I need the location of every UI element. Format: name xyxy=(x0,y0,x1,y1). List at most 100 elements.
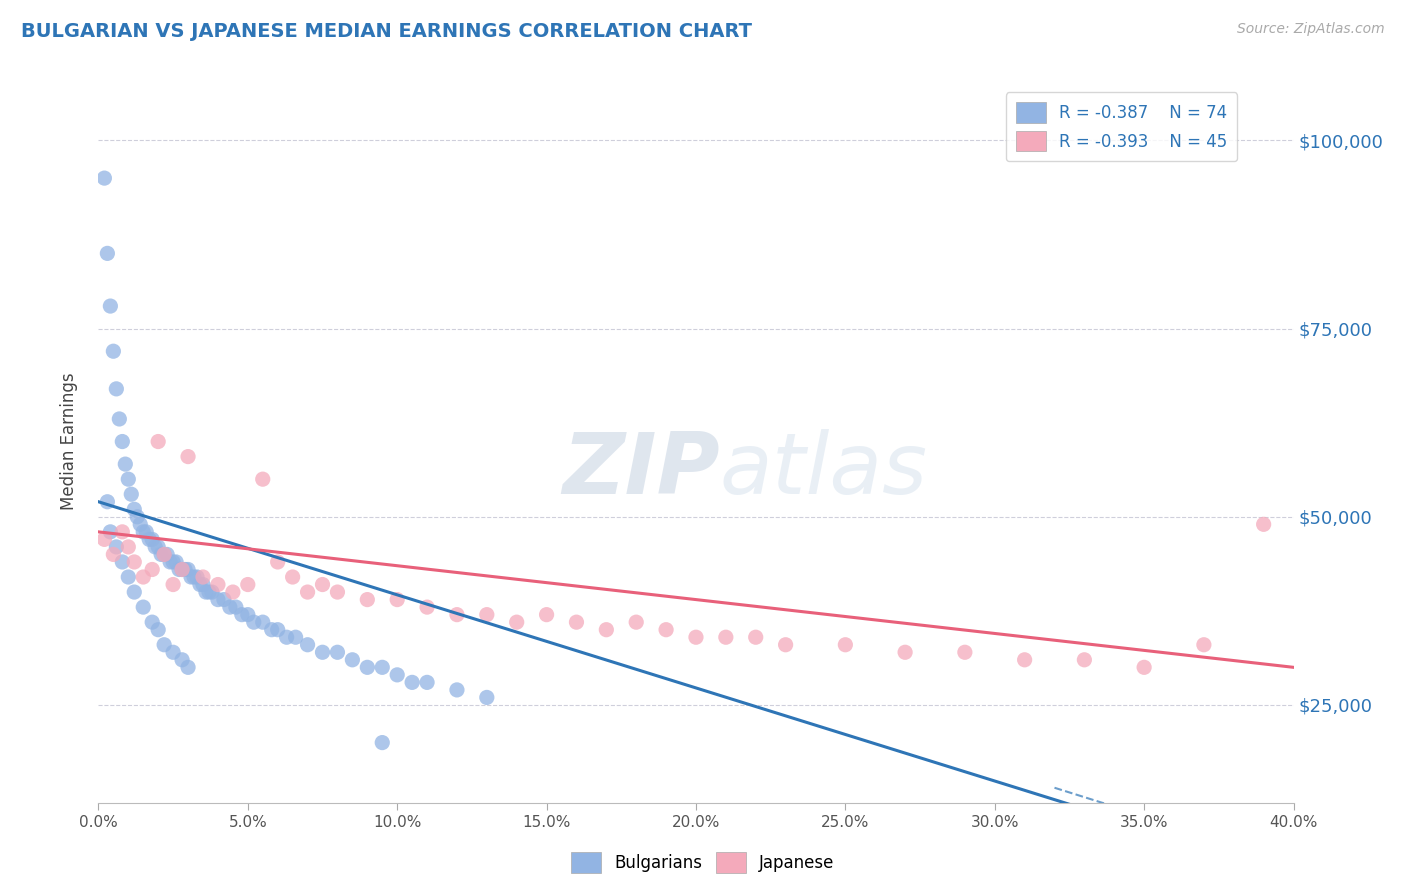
Point xyxy=(416,675,439,690)
Point xyxy=(172,562,194,576)
Point xyxy=(222,585,245,599)
Point xyxy=(252,615,274,630)
Point xyxy=(103,548,125,562)
Point xyxy=(162,577,184,591)
Point xyxy=(141,533,163,547)
Text: Source: ZipAtlas.com: Source: ZipAtlas.com xyxy=(1237,22,1385,37)
Point xyxy=(267,555,290,569)
Point xyxy=(1192,638,1215,652)
Point xyxy=(714,630,737,644)
Point xyxy=(117,540,139,554)
Point xyxy=(191,570,214,584)
Point xyxy=(188,577,211,591)
Point xyxy=(93,533,115,547)
Point xyxy=(191,577,214,591)
Point xyxy=(148,623,170,637)
Point xyxy=(371,735,394,749)
Point xyxy=(167,562,190,576)
Point xyxy=(124,555,146,569)
Point xyxy=(655,623,678,637)
Point xyxy=(475,690,498,705)
Point xyxy=(236,607,259,622)
Point xyxy=(297,585,319,599)
Point xyxy=(595,623,617,637)
Point xyxy=(103,344,125,359)
Point xyxy=(141,615,163,630)
Point xyxy=(356,660,378,674)
Point xyxy=(231,607,253,622)
Point xyxy=(132,570,155,584)
Point xyxy=(281,570,304,584)
Point xyxy=(183,570,205,584)
Point xyxy=(1253,517,1275,532)
Point xyxy=(129,517,152,532)
Point xyxy=(127,509,149,524)
Point xyxy=(953,645,976,659)
Point xyxy=(195,585,218,599)
Point xyxy=(775,638,797,652)
Point xyxy=(180,570,202,584)
Point xyxy=(1014,653,1036,667)
Point xyxy=(326,645,349,659)
Point xyxy=(284,630,307,644)
Point xyxy=(117,472,139,486)
Point xyxy=(212,592,235,607)
Point xyxy=(120,487,142,501)
Point xyxy=(207,577,229,591)
Point xyxy=(685,630,707,644)
Point xyxy=(475,607,498,622)
Point xyxy=(117,570,139,584)
Point xyxy=(111,524,134,539)
Point xyxy=(252,472,274,486)
Point xyxy=(148,434,170,449)
Text: atlas: atlas xyxy=(720,429,928,512)
Point xyxy=(172,562,194,576)
Point xyxy=(267,623,290,637)
Point xyxy=(225,600,247,615)
Point xyxy=(177,660,200,674)
Point xyxy=(98,524,122,539)
Point xyxy=(207,592,229,607)
Point xyxy=(506,615,529,630)
Point xyxy=(93,171,115,186)
Legend: R = -0.387    N = 74, R = -0.393    N = 45: R = -0.387 N = 74, R = -0.393 N = 45 xyxy=(1005,92,1237,161)
Point xyxy=(276,630,298,644)
Point xyxy=(98,299,122,313)
Point xyxy=(311,577,333,591)
Point xyxy=(201,585,224,599)
Point xyxy=(111,555,134,569)
Point xyxy=(311,645,333,659)
Point xyxy=(162,645,184,659)
Point xyxy=(172,653,194,667)
Point xyxy=(124,502,146,516)
Point xyxy=(162,555,184,569)
Point xyxy=(108,412,131,426)
Point xyxy=(536,607,558,622)
Point xyxy=(138,533,160,547)
Point xyxy=(416,600,439,615)
Point xyxy=(165,555,187,569)
Point xyxy=(105,382,128,396)
Point xyxy=(159,555,181,569)
Point xyxy=(153,548,176,562)
Y-axis label: Median Earnings: Median Earnings xyxy=(59,373,77,510)
Point xyxy=(219,600,242,615)
Point xyxy=(342,653,364,667)
Point xyxy=(446,607,468,622)
Point xyxy=(132,600,155,615)
Point xyxy=(141,562,163,576)
Point xyxy=(446,682,468,697)
Point xyxy=(1133,660,1156,674)
Point xyxy=(153,638,176,652)
Point xyxy=(156,548,179,562)
Point xyxy=(174,562,197,576)
Point xyxy=(111,434,134,449)
Point xyxy=(385,592,409,607)
Point xyxy=(186,570,208,584)
Point xyxy=(401,675,423,690)
Point xyxy=(297,638,319,652)
Point xyxy=(894,645,917,659)
Point xyxy=(177,450,200,464)
Point xyxy=(243,615,266,630)
Point xyxy=(177,562,200,576)
